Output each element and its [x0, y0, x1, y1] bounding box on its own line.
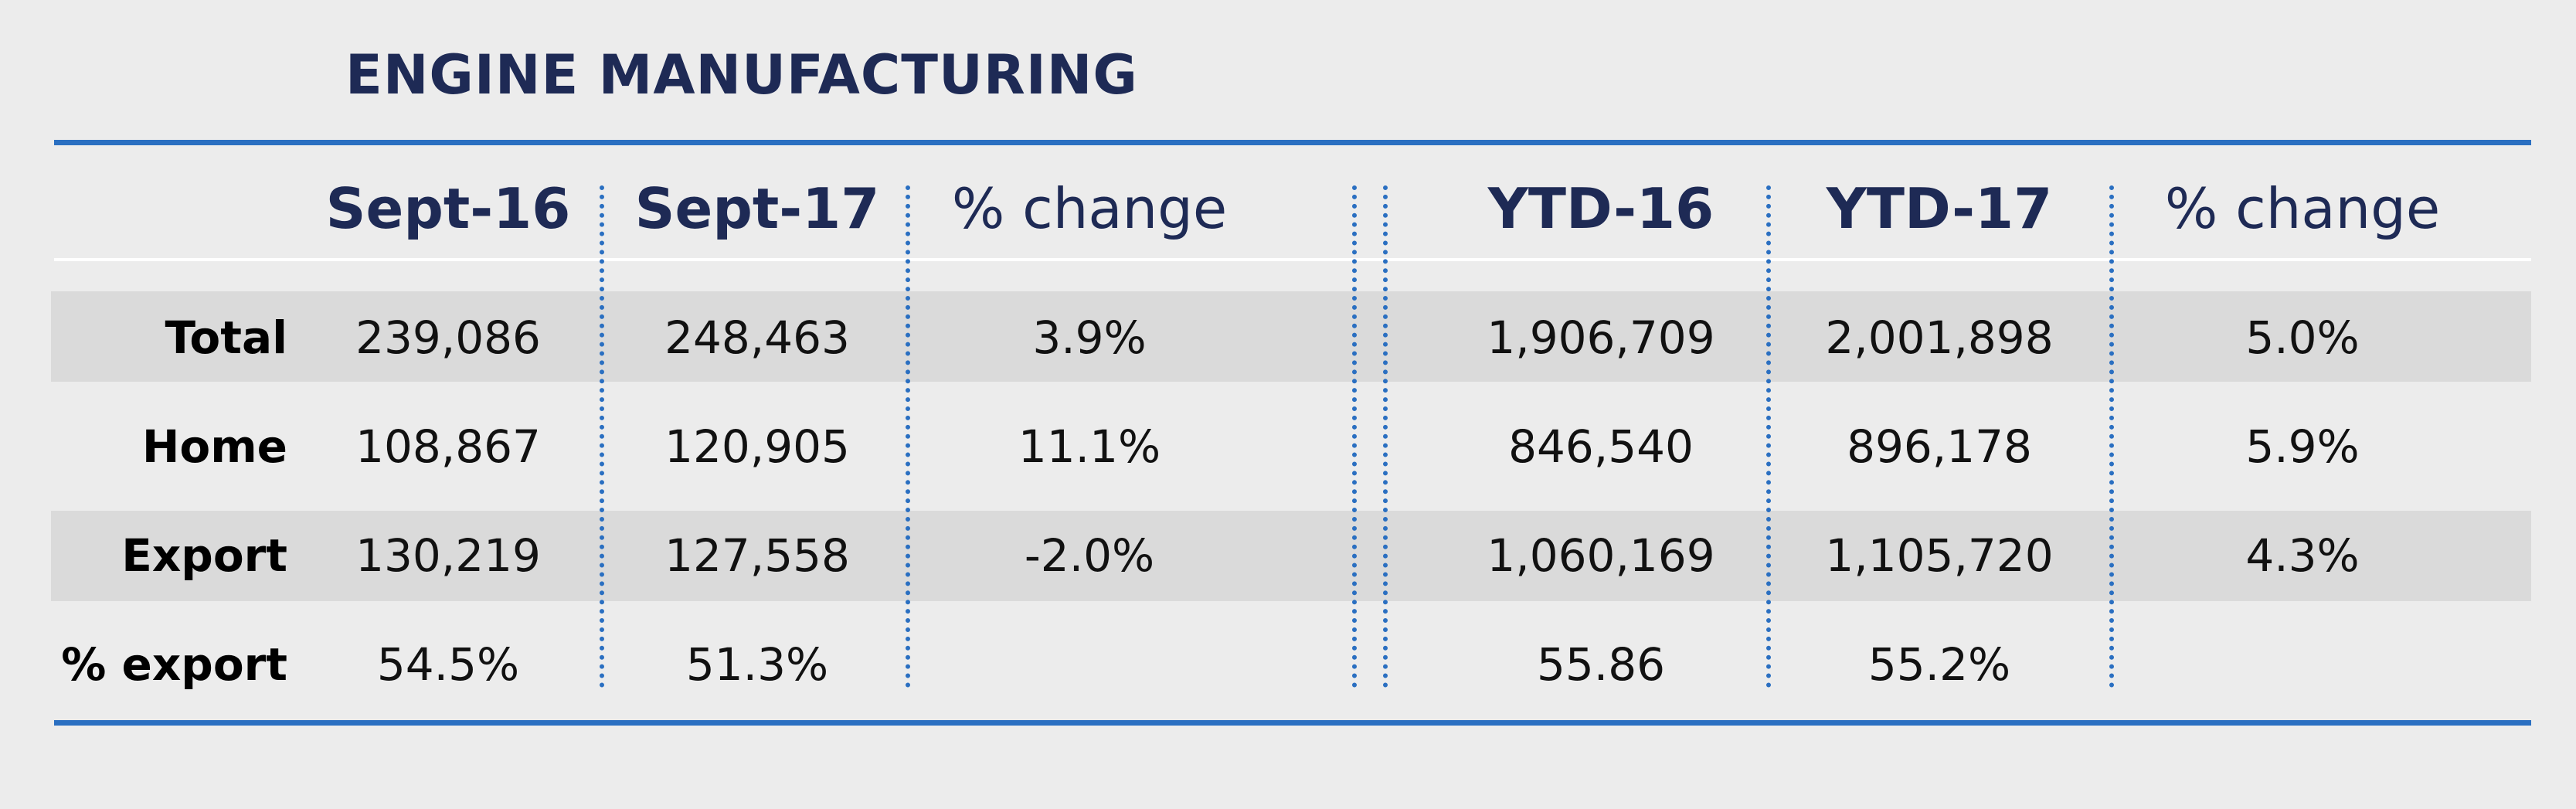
- table-cell-r0-c0: 239,086: [355, 311, 541, 364]
- column-header-1: Sept-16: [325, 176, 571, 241]
- table-cell-r1-c5: 5.9%: [2245, 420, 2360, 473]
- bottom-rule: [54, 720, 2531, 726]
- table-cell-r0-c4: 2,001,898: [1825, 311, 2054, 364]
- table-cell-r0-c3: 1,906,709: [1487, 311, 1715, 364]
- table-cell-r1-c0: 108,867: [355, 420, 541, 473]
- row-label-2: Export: [121, 529, 287, 582]
- table-cell-r2-c5: 4.3%: [2245, 529, 2360, 582]
- table-cell-r2-c1: 127,558: [664, 529, 850, 582]
- table-title: ENGINE MANUFACTURING: [345, 43, 1138, 107]
- table-cell-r0-c1: 248,463: [664, 311, 850, 364]
- table-cell-r2-c3: 1,060,169: [1487, 529, 1715, 582]
- column-divider-4: [1383, 185, 1388, 688]
- top-rule: [54, 140, 2531, 145]
- column-divider-6: [2109, 185, 2114, 688]
- row-label-0: Total: [165, 311, 287, 364]
- column-header-2: Sept-17: [634, 176, 880, 241]
- header-separator: [54, 258, 2531, 261]
- table-cell-r2-c0: 130,219: [355, 529, 541, 582]
- table-cell-r3-c0: 54.5%: [376, 638, 520, 691]
- table-cell-r1-c3: 846,540: [1508, 420, 1694, 473]
- column-divider-3: [1352, 185, 1357, 688]
- table-cell-r0-c5: 5.0%: [2245, 311, 2360, 364]
- column-divider-1: [600, 185, 604, 688]
- table-cell-r1-c4: 896,178: [1847, 420, 2032, 473]
- column-header-6: % change: [2164, 176, 2441, 241]
- table-cell-r3-c4: 55.2%: [1867, 638, 2011, 691]
- table-cell-r1-c2: 11.1%: [1018, 420, 1161, 473]
- table-cell-r3-c1: 51.3%: [685, 638, 829, 691]
- table-cell-r3-c2: [927, 637, 1252, 692]
- row-stripe-total: [51, 291, 2531, 382]
- column-header-5: YTD-17: [1826, 176, 2053, 241]
- row-label-3: % export: [61, 638, 287, 691]
- table-cell-r3-c3: 55.86: [1536, 638, 1666, 691]
- row-stripe-export: [51, 511, 2531, 601]
- column-header-3: % change: [951, 176, 1228, 241]
- row-label-1: Home: [141, 420, 287, 473]
- table-cell-r1-c1: 120,905: [664, 420, 850, 473]
- table-cell-r2-c4: 1,105,720: [1825, 529, 2054, 582]
- table-cell-r2-c2: -2.0%: [1024, 529, 1155, 582]
- column-header-4: YTD-16: [1487, 176, 1715, 241]
- column-divider-5: [1766, 185, 1771, 688]
- table-cell-r3-c5: [2140, 637, 2465, 692]
- column-divider-2: [906, 185, 910, 688]
- table-cell-r0-c2: 3.9%: [1032, 311, 1147, 364]
